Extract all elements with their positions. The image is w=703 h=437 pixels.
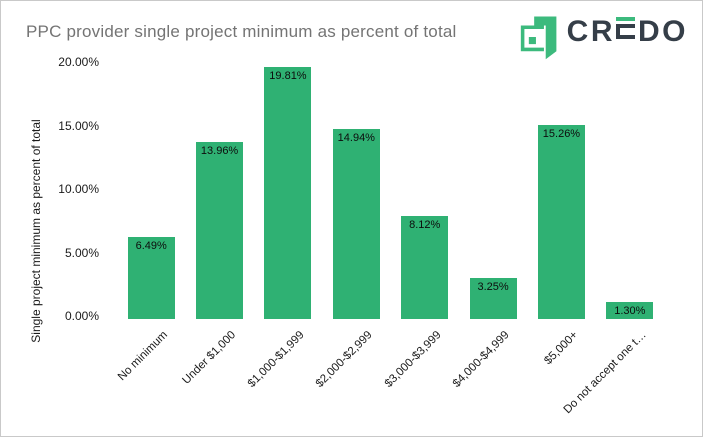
bar-7: 15.26% — [537, 125, 585, 319]
y-axis-tick-label: 0.00% — [64, 309, 99, 323]
bar-6: 3.25% — [469, 278, 517, 319]
x-axis-label: Under $1,000 — [180, 329, 239, 387]
bar-3: 19.81% — [264, 67, 312, 319]
chart-title: PPC provider single project minimum as p… — [26, 22, 457, 41]
bar-value-label: 6.49% — [135, 240, 167, 252]
bar-1: 6.49% — [127, 237, 175, 319]
bar-5: 8.12% — [401, 216, 449, 319]
bar-value-label: 15.26% — [542, 128, 581, 140]
y-axis-tick-label: 15.00% — [58, 118, 99, 133]
bar-value-label: 14.94% — [337, 132, 375, 144]
x-axis-label: $5,000+ — [541, 329, 580, 368]
x-axis-label: $4,000-$4,999 — [450, 329, 512, 390]
logo-text-do: DO — [638, 15, 688, 48]
x-axis-label: No minimum — [115, 329, 170, 384]
credo-logo-text: CR DO — [567, 11, 688, 47]
bar-value-label: 8.12% — [409, 219, 441, 231]
bar-8: 1.30% — [606, 302, 654, 319]
bar-value-label: 13.96% — [200, 145, 239, 157]
y-axis-tick-label: 10.00% — [58, 182, 99, 196]
x-axis-label: $1,000-$1,999 — [245, 329, 307, 390]
y-axis-tick-label: 5.00% — [64, 245, 99, 260]
bar-2: 13.96% — [196, 142, 244, 319]
x-axis-label: $2,000-$2,999 — [313, 329, 375, 390]
credo-logo: CR DO — [519, 11, 688, 61]
x-axis-label: $3,000-$3,999 — [382, 329, 444, 390]
credo-logo-icon — [520, 16, 557, 60]
bar-value-label: 1.30% — [614, 305, 646, 317]
logo-letter-e-icon — [616, 17, 635, 39]
bar-value-label: 3.25% — [477, 281, 509, 293]
logo-text-cr: CR — [566, 15, 615, 48]
y-axis-tick-label: 20.00% — [58, 55, 99, 69]
bar-value-label: 19.81% — [269, 70, 307, 82]
bar-4: 14.94% — [332, 129, 380, 319]
